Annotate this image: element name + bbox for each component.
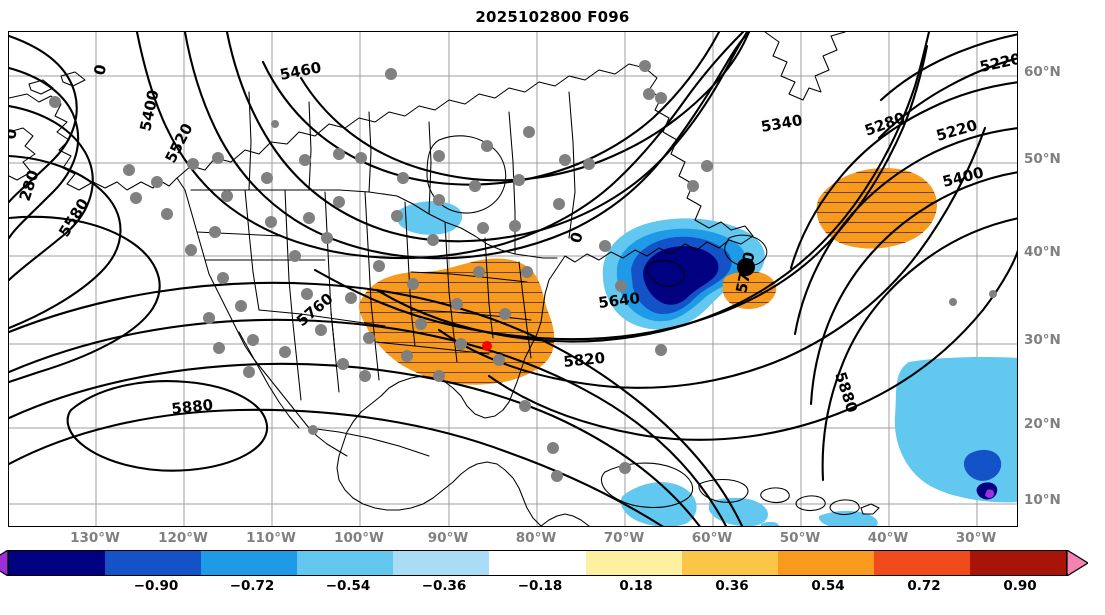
lon-tick-100W: 100°W [334,530,384,546]
colorbar-segment [681,551,778,575]
colorbar-segment [777,551,874,575]
map-canvas: 5460 5400 5520 0 280 5580 0 5340 5280 52… [9,32,1017,526]
svg-text:0: 0 [90,63,110,77]
svg-text:5640: 5640 [597,289,641,312]
colorbar-segment [585,551,682,575]
colorbar-segment [201,551,298,575]
colorbar-segment [489,551,586,575]
colorbar-segment [297,551,394,575]
colorbar-tick: −0.18 [517,578,563,594]
chart-title: 2025102800 F096 [475,8,630,26]
lon-tick-70W: 70°W [603,530,645,546]
lon-tick-50W: 50°W [779,530,821,546]
colorbar-tick: 0.36 [715,578,749,594]
lon-tick-90W: 90°W [427,530,469,546]
lat-tick-30N: 30°N [1024,332,1061,348]
lon-tick-120W: 120°W [158,530,208,546]
colorbar-extend-min-icon [0,549,8,576]
lon-tick-60W: 60°W [691,530,733,546]
lat-tick-40N: 40°N [1024,244,1061,260]
colorbar-tick: 0.54 [811,578,845,594]
colorbar-tick: −0.72 [229,578,275,594]
svg-text:5820: 5820 [563,349,606,371]
colorbar-segment [873,551,970,575]
lat-tick-50N: 50°N [1024,151,1061,167]
lat-tick-10N: 10°N [1024,492,1061,508]
lon-tick-30W: 30°W [955,530,997,546]
svg-text:0: 0 [567,230,587,245]
lat-tick-20N: 20°N [1024,416,1061,432]
map-panel: 5460 5400 5520 0 280 5580 0 5340 5280 52… [8,31,1018,527]
colorbar-tick: 0.90 [1003,578,1037,594]
svg-text:5880: 5880 [171,396,214,418]
colorbar-tick: 0.72 [907,578,941,594]
colorbar-extend-max-icon [1067,549,1088,576]
colorbar-tick: 0.18 [619,578,653,594]
colorbar-tick-labels: −0.90 −0.72 −0.54 −0.36 −0.18 0.18 0.36 … [8,578,1067,598]
colorbar-segment [9,551,106,575]
colorbar-segment [105,551,202,575]
colorbar-tick: −0.90 [133,578,179,594]
lon-tick-80W: 80°W [515,530,557,546]
lon-tick-40W: 40°W [867,530,909,546]
colorbar-tick: −0.36 [421,578,467,594]
lon-tick-130W: 130°W [70,530,120,546]
lat-tick-60N: 60°N [1024,64,1061,80]
svg-text:0: 0 [9,127,21,140]
colorbar-tick: −0.54 [325,578,371,594]
colorbar [0,549,1088,576]
colorbar-segment [393,551,490,575]
colorbar-segment [969,551,1067,575]
lon-tick-110W: 110°W [246,530,296,546]
